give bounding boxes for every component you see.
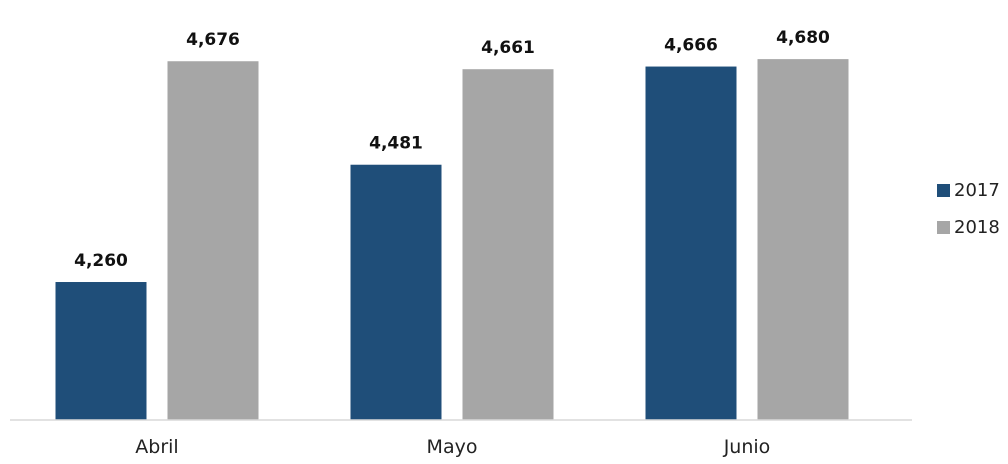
legend-label-2017: 2017 [954,180,1000,201]
bar-mayo-2018 [462,69,554,420]
value-label-mayo-2018: 4,661 [481,38,535,58]
bar-junio-2017 [645,66,737,421]
legend-swatch-2017 [937,184,950,197]
value-labels-group: 4,260 4,676 4,481 4,661 4,666 4,680 [74,28,830,271]
bar-junio-2018 [757,59,849,420]
value-label-abril-2018: 4,676 [186,30,240,50]
value-label-abril-2017: 4,260 [74,251,128,271]
value-label-junio-2017: 4,666 [664,36,718,56]
legend-label-2018: 2018 [954,217,1000,238]
bar-mayo-2017 [350,164,442,420]
bars-group [55,59,849,421]
legend-swatch-2018 [937,221,950,234]
legend: 2017 2018 [937,180,1000,238]
category-label-junio: Junio [723,436,771,458]
bar-abril-2017 [55,282,147,420]
category-label-abril: Abril [135,436,178,458]
bar-abril-2018 [167,61,259,420]
value-label-mayo-2017: 4,481 [369,134,423,154]
category-labels-group: Abril Mayo Junio [135,436,770,458]
value-label-junio-2018: 4,680 [776,28,830,48]
category-label-mayo: Mayo [427,436,478,458]
